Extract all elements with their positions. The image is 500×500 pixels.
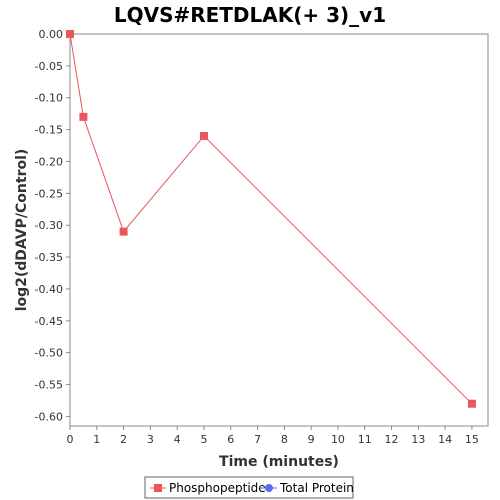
x-tick-label: 15 xyxy=(465,433,479,446)
x-axis: 0 1 2 3 4 5 6 7 8 9 10 11 12 13 14 15 xyxy=(67,426,479,446)
y-tick-label: -0.30 xyxy=(35,219,63,232)
legend-box xyxy=(144,476,354,499)
x-tick-label: 9 xyxy=(308,433,315,446)
x-axis-label: Time (minutes) xyxy=(219,454,339,470)
data-point xyxy=(199,131,208,140)
x-tick-label: 0 xyxy=(67,433,74,446)
legend-label: Total Protein xyxy=(279,481,354,495)
data-point xyxy=(467,399,476,408)
x-tick-label: 11 xyxy=(358,433,372,446)
x-tick-label: 8 xyxy=(281,433,288,446)
x-tick-label: 3 xyxy=(147,433,154,446)
x-tick-label: 7 xyxy=(254,433,261,446)
legend-label: Phosphopeptide xyxy=(169,481,266,495)
y-tick-label: -0.15 xyxy=(35,124,63,137)
y-tick-label: -0.60 xyxy=(35,410,63,423)
y-axis: 0.00 -0.05 -0.10 -0.15 -0.20 -0.25 -0.30 -0.35 -… xyxy=(35,28,70,423)
y-tick-label: -0.40 xyxy=(35,283,63,296)
x-tick-label: 13 xyxy=(411,433,425,446)
y-tick-label: -0.45 xyxy=(35,315,63,328)
y-tick-label: 0.00 xyxy=(39,28,64,41)
x-tick-label: 1 xyxy=(93,433,100,446)
data-point xyxy=(79,112,88,121)
y-tick-label: -0.25 xyxy=(35,187,63,200)
y-tick-label: -0.10 xyxy=(35,92,63,105)
y-tick-label: -0.35 xyxy=(35,251,63,264)
x-tick-label: 5 xyxy=(200,433,207,446)
legend: Phosphopeptide Total Protein xyxy=(144,476,354,499)
plot-area xyxy=(69,33,489,427)
chart-title: LQVS#RETDLAK(+ 3)_v1 xyxy=(114,3,386,27)
series-layer xyxy=(66,30,476,408)
x-tick-label: 12 xyxy=(385,433,399,446)
data-point xyxy=(66,30,74,38)
x-tick-label: 6 xyxy=(227,433,234,446)
x-tick-label: 4 xyxy=(174,433,181,446)
y-tick-label: -0.05 xyxy=(35,60,63,73)
y-tick-label: -0.55 xyxy=(35,379,63,392)
x-tick-label: 10 xyxy=(331,433,345,446)
y-tick-label: -0.50 xyxy=(35,347,63,360)
y-tick-label: -0.20 xyxy=(35,155,63,168)
legend-square-marker xyxy=(154,484,162,492)
legend-circle-marker xyxy=(265,484,273,492)
x-tick-label: 2 xyxy=(120,433,127,446)
x-tick-label: 14 xyxy=(438,433,452,446)
data-point xyxy=(119,227,128,236)
y-axis-label: log2(dDAVP/Control) xyxy=(14,149,30,312)
